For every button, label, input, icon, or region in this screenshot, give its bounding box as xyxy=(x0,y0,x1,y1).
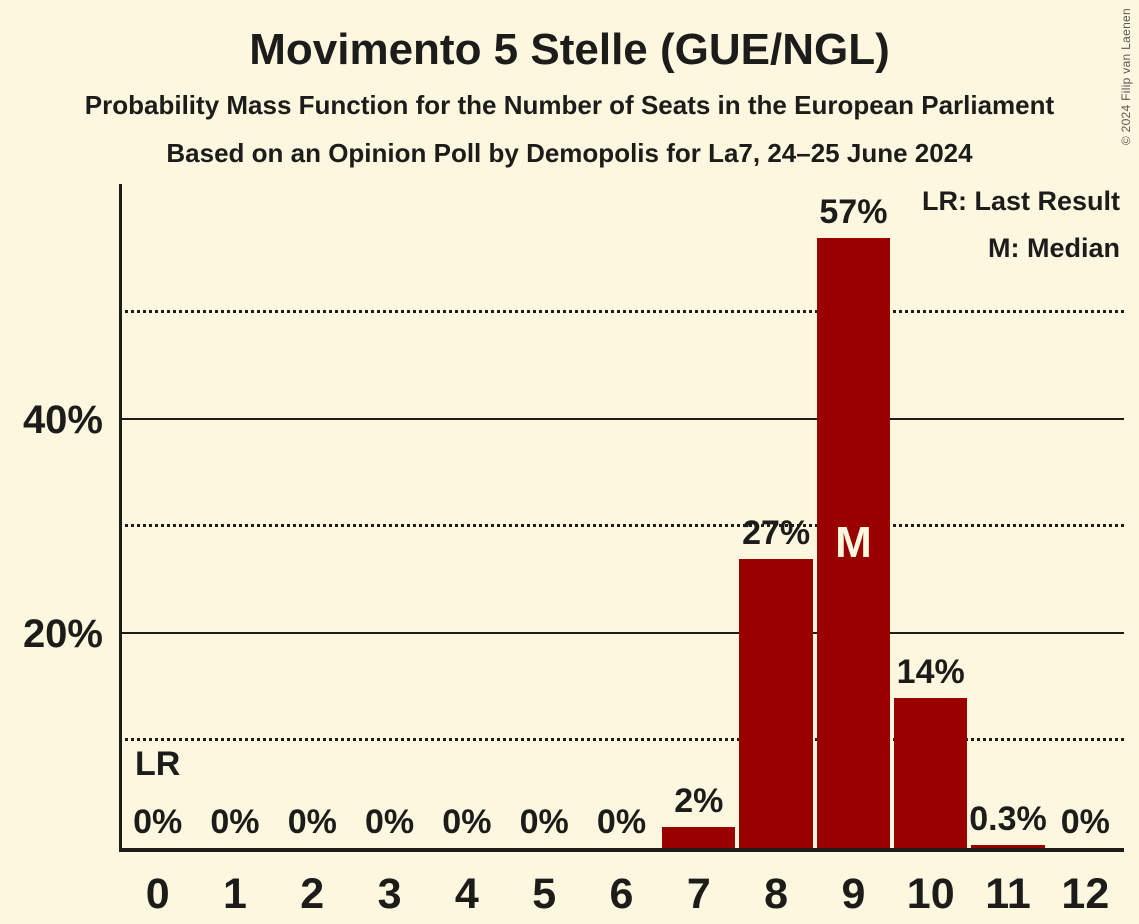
x-tick-label: 9 xyxy=(841,870,866,918)
bar xyxy=(971,844,1045,848)
x-tick-label: 11 xyxy=(985,870,1031,918)
bar-value-label: 0% xyxy=(210,803,260,841)
y-tick-label: 40% xyxy=(22,397,103,442)
bar-value-label: 0% xyxy=(596,803,647,841)
bar-value-label: 0% xyxy=(365,803,415,841)
y-axis-line xyxy=(119,184,122,852)
chart-source-line: Based on an Opinion Poll by Demopolis fo… xyxy=(166,138,973,168)
gridline-solid xyxy=(119,631,1124,634)
bar-value-label: 57% xyxy=(819,192,888,231)
x-tick-label: 8 xyxy=(764,870,789,918)
x-axis-line xyxy=(119,848,1124,852)
copyright-notice: © 2024 Filip van Laenen xyxy=(1119,8,1133,146)
bar xyxy=(816,237,891,848)
plot-area: 0% LR 0% 0% 0% 0% 0% 0% 2% 27% 57% M 14% 0.3% 0% xyxy=(119,184,1124,852)
x-tick-label: 10 xyxy=(906,870,955,918)
bar-slot: 0% LR xyxy=(119,184,196,848)
bar-slot: 0% xyxy=(583,184,660,848)
bar-slot: 0.3% xyxy=(969,184,1047,848)
bar-value-label: 0% xyxy=(287,803,337,841)
bar-value-label: 0% xyxy=(133,803,183,841)
x-tick-label: 0 xyxy=(145,870,170,918)
chart-title: Movimento 5 Stelle (GUE/NGL) xyxy=(249,25,890,74)
gridline-dotted xyxy=(119,523,1124,527)
chart-subtitle: Probability Mass Function for the Number… xyxy=(84,90,1055,120)
bar-value-label: 0% xyxy=(519,803,569,841)
gridline-dotted xyxy=(119,309,1124,313)
bar-slot: 0% xyxy=(274,184,351,848)
bar xyxy=(894,698,968,848)
bar-value-label: 14% xyxy=(896,653,965,692)
bar-slot: 0% xyxy=(196,184,273,848)
x-tick-label: 3 xyxy=(377,870,402,918)
bar-value-label: 27% xyxy=(742,513,811,552)
x-tick-label: 2 xyxy=(300,870,325,918)
chart-legend: LR: Last Result M: Median xyxy=(922,182,1120,267)
bar-slot: 0% xyxy=(428,184,505,848)
bar-slot: 0% xyxy=(351,184,428,848)
x-tick-label: 1 xyxy=(222,870,247,918)
gridline-solid xyxy=(119,417,1124,420)
bar xyxy=(739,558,813,848)
y-tick-label: 20% xyxy=(22,611,103,656)
bar-slot: 0% xyxy=(506,184,583,848)
x-tick-label: 12 xyxy=(1061,870,1110,918)
legend-median: M: Median xyxy=(988,233,1120,263)
bar-slot: 57% M xyxy=(815,184,892,848)
median-marker: M xyxy=(835,517,872,567)
last-result-marker: LR xyxy=(134,745,181,783)
gridline-dotted xyxy=(119,737,1124,741)
legend-last-result: LR: Last Result xyxy=(921,186,1120,216)
bar-slot: 14% xyxy=(892,184,969,848)
bar-value-label: 0% xyxy=(1060,803,1110,841)
bar-value-label: 2% xyxy=(674,781,724,820)
x-tick-label: 7 xyxy=(686,870,711,918)
x-tick-label: 5 xyxy=(532,870,557,918)
bar-slot: 27% xyxy=(737,184,814,848)
bar-value-label: 0.3% xyxy=(969,799,1047,838)
x-tick-label: 4 xyxy=(454,870,479,918)
x-tick-label: 6 xyxy=(609,870,634,918)
bar-value-label: 0% xyxy=(442,803,492,841)
bar-slot: 2% xyxy=(660,184,737,848)
bar-slot: 0% xyxy=(1047,184,1124,848)
bar xyxy=(662,826,736,848)
